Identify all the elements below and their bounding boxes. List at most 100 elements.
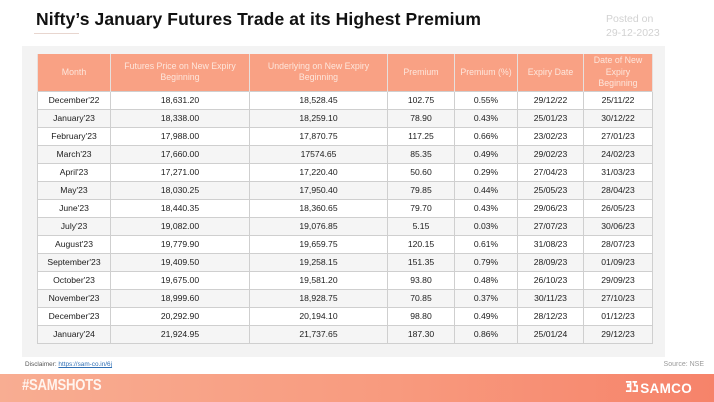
cell-new-expiry-date: 25/11/22 (583, 90, 653, 110)
cell-premium-pct: 0.43% (454, 108, 518, 128)
cell-month: October'23 (37, 270, 111, 290)
cell-underlying: 18,928.75 (249, 288, 388, 308)
cell-month: September'23 (37, 252, 111, 272)
cell-new-expiry-date: 28/07/23 (583, 234, 653, 254)
cell-premium-pct: 0.29% (454, 162, 518, 182)
cell-month: December'22 (37, 90, 111, 110)
column-header-new-expiry-date: Date of New Expiry Beginning (583, 54, 653, 91)
footer-banner: #SAMSHOTS SAMCO (0, 374, 714, 402)
cell-premium: 98.80 (387, 306, 455, 326)
cell-new-expiry-date: 01/12/23 (583, 306, 653, 326)
samco-brand-name: SAMCO (640, 380, 692, 396)
table-row: November'23 18,999.60 18,928.75 70.85 0.37% 3… (37, 288, 653, 308)
posted-date: Posted on 29-12-2023 (606, 12, 696, 40)
cell-new-expiry-date: 27/10/23 (583, 288, 653, 308)
cell-premium: 79.70 (387, 198, 455, 218)
posted-label: Posted on (606, 13, 654, 25)
cell-premium: 78.90 (387, 108, 455, 128)
cell-underlying: 20,194.10 (249, 306, 388, 326)
cell-premium: 5.15 (387, 216, 455, 236)
cell-futures-price: 18,631.20 (110, 90, 250, 110)
cell-new-expiry-date: 29/12/23 (583, 324, 653, 344)
cell-new-expiry-date: 27/01/23 (583, 126, 653, 146)
column-header-premium: Premium (387, 54, 455, 91)
table-row: September'23 19,409.50 19,258.15 151.35 0.79… (37, 252, 653, 272)
cell-expiry-date: 29/12/22 (517, 90, 584, 110)
table-row: December'22 18,631.20 18,528.45 102.75 0.55%… (37, 90, 653, 110)
cell-new-expiry-date: 28/04/23 (583, 180, 653, 200)
table-row: May'23 18,030.25 17,950.40 79.85 0.44% 25/05/… (37, 180, 653, 200)
table-header-row: Month Futures Price on New Expiry Beginn… (37, 54, 653, 91)
cell-expiry-date: 30/11/23 (517, 288, 584, 308)
cell-premium: 120.15 (387, 234, 455, 254)
cell-month: August'23 (37, 234, 111, 254)
cell-premium-pct: 0.49% (454, 306, 518, 326)
cell-premium-pct: 0.48% (454, 270, 518, 290)
table-row: June'23 18,440.35 18,360.65 79.70 0.43% 29/06… (37, 198, 653, 218)
table-row: December'23 20,292.90 20,194.10 98.80 0.49% 2… (37, 306, 653, 326)
cell-expiry-date: 25/01/23 (517, 108, 584, 128)
cell-underlying: 17,950.40 (249, 180, 388, 200)
cell-month: March'23 (37, 144, 111, 164)
cell-month: January'23 (37, 108, 111, 128)
table-row: July'23 19,082.00 19,076.85 5.15 0.03% 27/07/… (37, 216, 653, 236)
cell-premium: 85.35 (387, 144, 455, 164)
cell-premium-pct: 0.37% (454, 288, 518, 308)
table-body: December'22 18,631.20 18,528.45 102.75 0.55%… (37, 90, 653, 344)
cell-expiry-date: 27/04/23 (517, 162, 584, 182)
cell-premium: 79.85 (387, 180, 455, 200)
cell-premium: 50.60 (387, 162, 455, 182)
cell-futures-price: 18,440.35 (110, 198, 250, 218)
cell-premium-pct: 0.55% (454, 90, 518, 110)
cell-new-expiry-date: 01/09/23 (583, 252, 653, 272)
cell-premium-pct: 0.66% (454, 126, 518, 146)
cell-futures-price: 17,988.00 (110, 126, 250, 146)
cell-premium-pct: 0.79% (454, 252, 518, 272)
cell-underlying: 19,581.20 (249, 270, 388, 290)
cell-underlying: 18,360.65 (249, 198, 388, 218)
column-header-expiry-date: Expiry Date (517, 54, 584, 91)
cell-premium-pct: 0.49% (454, 144, 518, 164)
cell-underlying: 17,870.75 (249, 126, 388, 146)
cell-underlying: 18,528.45 (249, 90, 388, 110)
cell-futures-price: 18,030.25 (110, 180, 250, 200)
cell-expiry-date: 28/09/23 (517, 252, 584, 272)
cell-month: June'23 (37, 198, 111, 218)
cell-expiry-date: 28/12/23 (517, 306, 584, 326)
cell-underlying: 19,659.75 (249, 234, 388, 254)
cell-futures-price: 19,082.00 (110, 216, 250, 236)
cell-futures-price: 19,409.50 (110, 252, 250, 272)
disclaimer-link[interactable]: https://sam-co.in/6j (58, 361, 113, 368)
cell-underlying: 21,737.65 (249, 324, 388, 344)
cell-expiry-date: 23/02/23 (517, 126, 584, 146)
column-header-premium-pct: Premium (%) (454, 54, 518, 91)
cell-month: April'23 (37, 162, 111, 182)
table-row: April'23 17,271.00 17,220.40 50.60 0.29% 27/0… (37, 162, 653, 182)
disclaimer-label: Disclaimer: (25, 361, 57, 368)
cell-futures-price: 17,660.00 (110, 144, 250, 164)
table-row: August'23 19,779.90 19,659.75 120.15 0.61% 31… (37, 234, 653, 254)
cell-expiry-date: 25/01/24 (517, 324, 584, 344)
cell-month: July'23 (37, 216, 111, 236)
cell-premium-pct: 0.43% (454, 198, 518, 218)
cell-futures-price: 19,675.00 (110, 270, 250, 290)
cell-premium-pct: 0.61% (454, 234, 518, 254)
cell-month: November'23 (37, 288, 111, 308)
cell-month: May'23 (37, 180, 111, 200)
cell-premium-pct: 0.86% (454, 324, 518, 344)
cell-new-expiry-date: 26/05/23 (583, 198, 653, 218)
samco-brand: SAMCO (625, 380, 692, 396)
table-row: January'24 21,924.95 21,737.65 187.30 0.86% 2… (37, 324, 653, 344)
cell-underlying: 19,258.15 (249, 252, 388, 272)
cell-futures-price: 19,779.90 (110, 234, 250, 254)
cell-underlying: 18,259.10 (249, 108, 388, 128)
cell-premium-pct: 0.03% (454, 216, 518, 236)
cell-futures-price: 20,292.90 (110, 306, 250, 326)
cell-month: December'23 (37, 306, 111, 326)
source-note: Source: NSE (663, 361, 704, 368)
cell-month: January'24 (37, 324, 111, 344)
futures-premium-table: Month Futures Price on New Expiry Beginn… (37, 54, 653, 344)
posted-date-value: 29-12-2023 (606, 27, 660, 39)
table-row: February'23 17,988.00 17,870.75 117.25 0.66%… (37, 126, 653, 146)
title-underline (34, 33, 79, 34)
